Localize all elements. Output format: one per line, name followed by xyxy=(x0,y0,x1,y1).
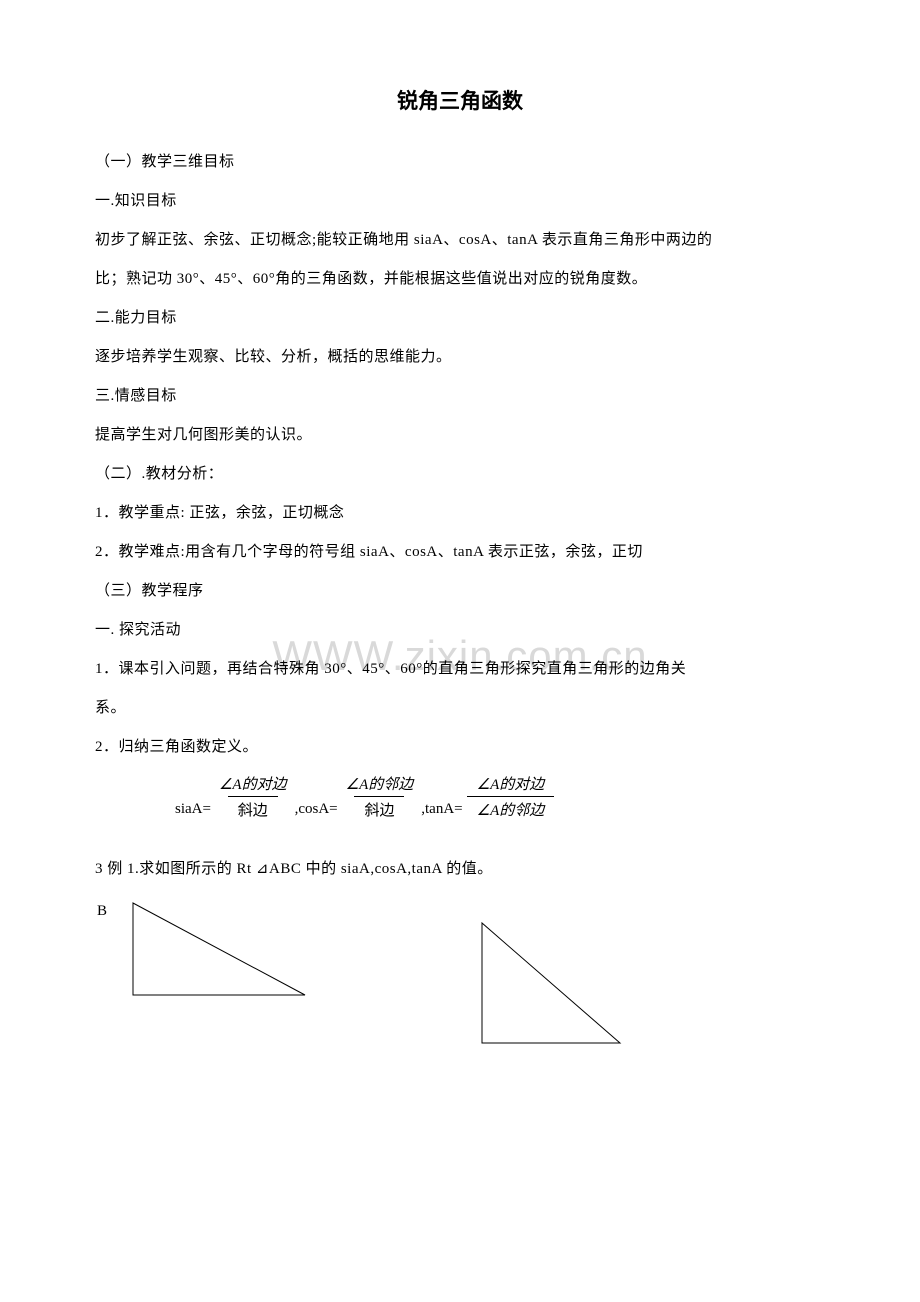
body-line: 提高学生对几何图形美的认识。 xyxy=(95,416,825,455)
page-title: 锐角三角函数 xyxy=(95,85,825,115)
num-text: ∠A的对边 xyxy=(219,777,287,793)
fraction-denominator: 斜边 xyxy=(228,796,278,820)
fraction: ∠A的对边 斜边 xyxy=(215,773,291,820)
formula-definitions: siaA= ∠A的对边 斜边 ,cosA= ∠A的邻边 斜边 ,tanA= ∠A… xyxy=(95,773,825,820)
formula-label: siaA= xyxy=(175,801,211,820)
triangle-shape xyxy=(133,903,305,995)
body-line: 一. 探究活动 xyxy=(95,611,825,650)
triangle-figures: B xyxy=(95,895,825,1060)
num-text: ∠A的对边 xyxy=(477,777,545,793)
fraction: ∠A的邻边 斜边 xyxy=(342,773,418,820)
body-line: 三.情感目标 xyxy=(95,377,825,416)
body-line: 一.知识目标 xyxy=(95,182,825,221)
body-line: 1．教学重点: 正弦，余弦，正切概念 xyxy=(95,494,825,533)
body-line: 2．归纳三角函数定义。 xyxy=(95,728,825,767)
triangle-vertex-label-b: B xyxy=(97,903,107,920)
triangle-shape xyxy=(482,923,620,1043)
formula-label: ,tanA= xyxy=(421,801,462,820)
body-line: （三）教学程序 xyxy=(95,572,825,611)
fraction-numerator: ∠A的对边 xyxy=(473,773,549,796)
fraction-denominator: ∠A的邻边 xyxy=(467,796,555,820)
body-line: 2．教学难点:用含有几个字母的符号组 siaA、cosA、tanA 表示正弦，余… xyxy=(95,533,825,572)
fraction: ∠A的对边 ∠A的邻边 xyxy=(467,773,555,820)
body-line: 1．课本引入问题，再结合特殊角 30°、45°、60°的直角三角形探究直角三角形… xyxy=(95,650,825,689)
body-line: 比；熟记功 30°、45°、60°角的三角函数，并能根据这些值说出对应的锐角度数… xyxy=(95,260,825,299)
formula-label: ,cosA= xyxy=(295,801,338,820)
triangle-right-wrap xyxy=(470,915,630,1060)
formula-sia: siaA= ∠A的对边 斜边 xyxy=(175,773,295,820)
fraction-numerator: ∠A的对边 xyxy=(215,773,291,796)
body-line: 3 例 1.求如图所示的 Rt ⊿ABC 中的 siaA,cosA,tanA 的… xyxy=(95,850,825,889)
formula-tan: ,tanA= ∠A的对边 ∠A的邻边 xyxy=(421,773,558,820)
body-line: （二）.教材分析： xyxy=(95,455,825,494)
body-line: 二.能力目标 xyxy=(95,299,825,338)
fraction-denominator: 斜边 xyxy=(354,796,404,820)
body-line: （一）教学三维目标 xyxy=(95,143,825,182)
formula-cos: ,cosA= ∠A的邻边 斜边 xyxy=(295,773,422,820)
fraction-numerator: ∠A的邻边 xyxy=(342,773,418,796)
body-line: 初步了解正弦、余弦、正切概念;能较正确地用 siaA、cosA、tanA 表示直… xyxy=(95,221,825,260)
document-page: 锐角三角函数 （一）教学三维目标 一.知识目标 初步了解正弦、余弦、正切概念;能… xyxy=(0,0,920,1060)
triangle-right-icon xyxy=(470,915,630,1055)
body-line: 系。 xyxy=(95,689,825,728)
num-text: ∠A的邻边 xyxy=(346,777,414,793)
triangle-left-wrap: B xyxy=(115,895,310,1008)
den-text: ∠A的邻边 xyxy=(477,803,545,819)
body-line: 逐步培养学生观察、比较、分析，概括的思维能力。 xyxy=(95,338,825,377)
triangle-left-icon xyxy=(115,895,310,1003)
